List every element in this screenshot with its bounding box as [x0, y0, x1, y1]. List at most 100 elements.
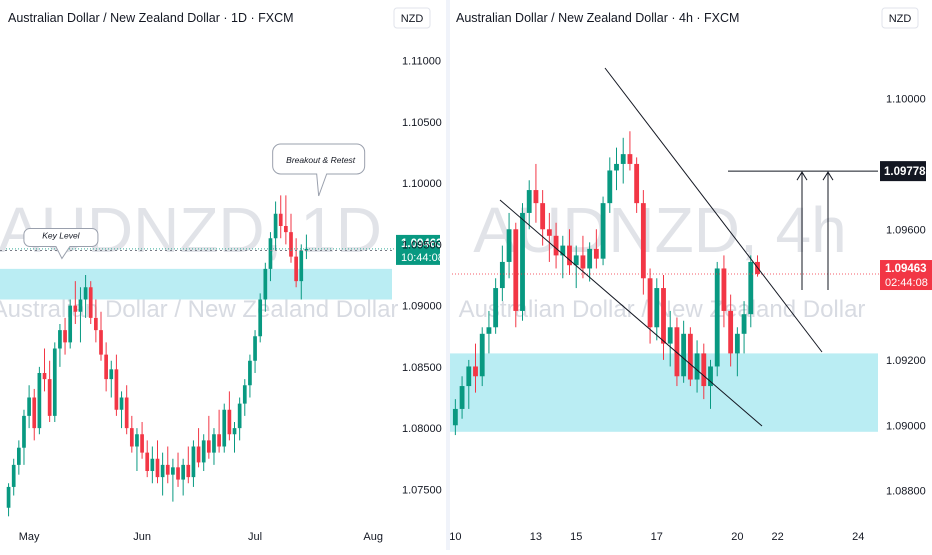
4h-candle-body [721, 268, 727, 311]
daily-last-price-label: 1.09463 [401, 238, 443, 250]
daily-candle-body [58, 330, 62, 349]
daily-y-tick-label: 1.07500 [402, 484, 442, 496]
target-price-label: 1.09778 [884, 166, 926, 178]
channel-lower-trendline [499, 199, 763, 427]
daily-candle-body [109, 369, 114, 380]
daily-candle-body [22, 415, 26, 448]
daily-candle-body [278, 213, 283, 226]
daily-candle-body [47, 379, 52, 416]
4h-candle-body [627, 154, 633, 164]
4h-x-tick-label: 17 [651, 531, 663, 543]
daily-y-tick-label: 1.08000 [402, 423, 442, 435]
daily-candle-body [196, 446, 201, 463]
4h-candle-body [728, 310, 734, 354]
daily-candle-body [114, 369, 119, 410]
daily-candle-body [227, 409, 232, 435]
chart-panel-daily: AUDNZD, 1D Australian Dollar / New Zeala… [0, 0, 446, 550]
4h-candle-body [600, 203, 606, 259]
4h-candle-body [714, 268, 720, 367]
daily-candle-body [37, 373, 42, 429]
4h-candle-body [486, 327, 492, 334]
4h-currency-badge[interactable]: NZD [881, 7, 919, 29]
panel-separator[interactable] [446, 0, 450, 550]
svg-text:NZD: NZD [889, 13, 912, 25]
daily-candle-body [68, 305, 73, 343]
daily-candle-body [248, 360, 252, 386]
daily-countdown-label: 10:44:08 [401, 252, 444, 264]
daily-candle-body [145, 452, 150, 471]
4h-candle-body [533, 190, 539, 204]
4h-countdown-label: 02:44:08 [885, 277, 928, 289]
4h-candle-body [661, 288, 666, 344]
daily-candle-body [140, 434, 144, 453]
daily-candle-body [99, 330, 103, 355]
4h-chart-title: Australian Dollar / New Zealand Dollar ·… [456, 11, 739, 25]
4h-candle-body [687, 333, 693, 380]
4h-x-tick-label: 20 [731, 531, 743, 543]
key-level-callout [23, 228, 99, 260]
4h-x-tick-label: 10 [450, 531, 461, 543]
4h-y-tick-label: 1.09000 [886, 420, 926, 432]
daily-currency-badge[interactable]: NZD [393, 7, 431, 29]
daily-candle-body [32, 397, 37, 429]
daily-support-zone [0, 268, 392, 300]
daily-y-tick-label: 1.11000 [402, 56, 441, 68]
daily-candle-body [6, 486, 11, 508]
4h-candle-body [694, 353, 700, 380]
daily-chart-title: Australian Dollar / New Zealand Dollar ·… [8, 11, 294, 25]
daily-candle-body [237, 403, 242, 429]
4h-candle-body [526, 190, 532, 213]
daily-candle-body [129, 428, 134, 447]
measured-move-arrowhead [822, 171, 834, 181]
4h-last-price-label: 1.09463 [885, 263, 927, 275]
4h-candle-body [620, 154, 626, 164]
4h-candle-body [667, 327, 673, 344]
daily-chart-svg[interactable]: AUDNZD, 1D Australian Dollar / New Zeala… [0, 0, 446, 550]
breakout-retest-callout [272, 143, 366, 197]
4h-candle-body [607, 170, 613, 204]
daily-candle-body [83, 287, 88, 300]
daily-candle-body [88, 287, 93, 318]
4h-y-tick-label: 1.08800 [886, 486, 926, 498]
4h-candle-body [540, 203, 546, 230]
breakout-retest-label: Breakout & Retest [286, 155, 356, 165]
4h-candle-body [573, 255, 579, 266]
daily-y-tick-label: 1.10500 [402, 117, 442, 129]
4h-candle-body [479, 333, 485, 377]
4h-last-price-badge [880, 260, 932, 291]
daily-candle-body [186, 464, 191, 478]
4h-candle-body [593, 248, 599, 259]
4h-candle-body [520, 212, 525, 311]
target-price-badge [880, 161, 926, 182]
4h-chart-svg[interactable]: AUDNZD, 4h Australian Dollar / New Zeala… [449, 0, 932, 550]
daily-x-tick-label: Jul [248, 531, 262, 543]
4h-x-tick-label: 13 [530, 531, 542, 543]
4h-candle-body [734, 333, 740, 354]
daily-candle-body [78, 299, 83, 312]
4h-candle-body [614, 163, 619, 171]
daily-name-watermark: Australian Dollar / New Zealand Dollar [0, 296, 398, 323]
4h-candle-body [513, 229, 519, 311]
4h-candle-body [741, 314, 747, 334]
daily-candle-body [284, 226, 288, 233]
4h-candle-body [466, 366, 472, 387]
daily-candle-body [176, 467, 180, 480]
daily-candle-body [299, 250, 304, 282]
daily-candle-body [150, 458, 155, 471]
4h-y-tick-label: 1.10000 [886, 94, 926, 106]
4h-candle-body [674, 327, 680, 377]
daily-candle-body [73, 305, 78, 312]
daily-candle-body [160, 464, 165, 478]
daily-candle-body [289, 232, 293, 257]
daily-y-tick-label: 1.08500 [402, 362, 442, 374]
daily-candle-body [191, 446, 196, 478]
4h-candle-body [654, 288, 660, 328]
4h-candle-body [506, 229, 512, 262]
4h-candle-body [567, 245, 572, 266]
4h-candle-body [580, 255, 586, 269]
daily-candle-body [242, 385, 247, 404]
4h-candle-body [681, 333, 687, 377]
daily-candle-body [155, 458, 160, 478]
daily-x-tick-label: Aug [363, 531, 383, 543]
daily-candle-body [201, 440, 206, 463]
